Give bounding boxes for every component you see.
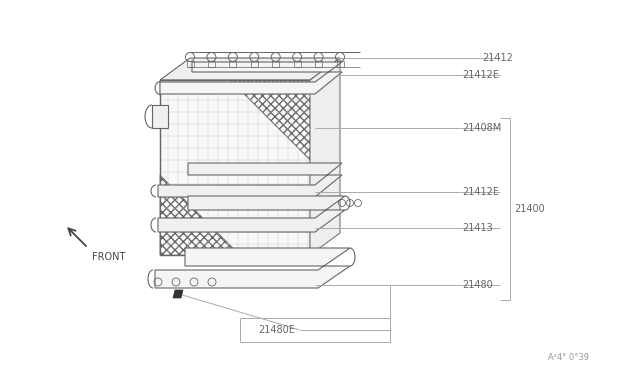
Polygon shape [160, 58, 340, 80]
Text: 21412: 21412 [482, 53, 513, 63]
Polygon shape [158, 163, 342, 197]
Text: FRONT: FRONT [92, 252, 125, 262]
Text: 21413: 21413 [462, 223, 493, 233]
Text: 21412E: 21412E [462, 70, 499, 80]
Text: A²4° 0°39: A²4° 0°39 [548, 353, 589, 362]
Text: 21480: 21480 [462, 280, 493, 290]
Text: 21412E: 21412E [462, 187, 499, 197]
Polygon shape [173, 290, 183, 298]
Polygon shape [160, 80, 310, 255]
Text: 21480E: 21480E [258, 325, 295, 335]
Polygon shape [160, 175, 240, 255]
Polygon shape [230, 80, 310, 160]
Polygon shape [152, 105, 168, 128]
Polygon shape [310, 58, 340, 255]
Polygon shape [160, 62, 342, 94]
Polygon shape [155, 248, 350, 288]
Text: 21408M: 21408M [462, 123, 501, 133]
Text: 21400: 21400 [514, 204, 545, 214]
Polygon shape [158, 196, 345, 232]
